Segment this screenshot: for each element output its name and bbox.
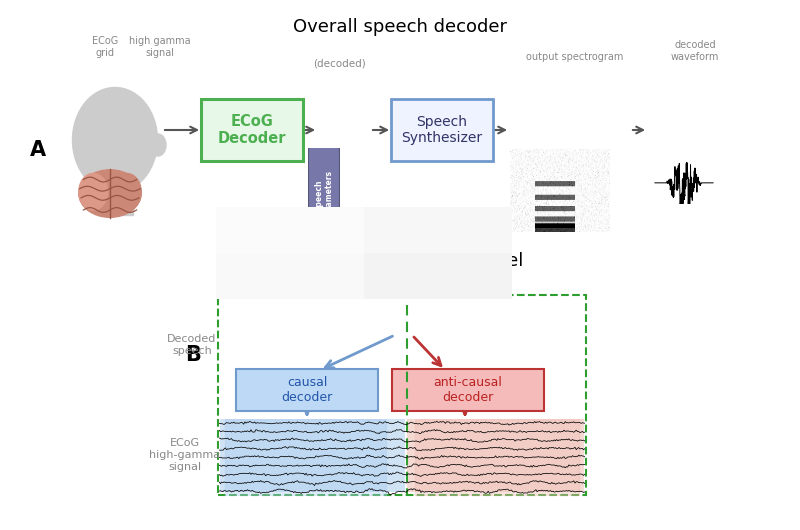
FancyBboxPatch shape xyxy=(392,369,544,411)
FancyBboxPatch shape xyxy=(391,99,493,161)
FancyBboxPatch shape xyxy=(236,369,378,411)
FancyBboxPatch shape xyxy=(308,145,340,245)
Text: output spectrogram: output spectrogram xyxy=(526,52,624,62)
Text: Speech
Synthesizer: Speech Synthesizer xyxy=(402,115,482,145)
Text: (decoded): (decoded) xyxy=(314,58,366,68)
Bar xyxy=(225,419,386,496)
Ellipse shape xyxy=(73,87,158,192)
Text: decoded
waveform: decoded waveform xyxy=(671,40,719,62)
Ellipse shape xyxy=(79,170,141,217)
Ellipse shape xyxy=(150,134,166,156)
Bar xyxy=(97,185,133,215)
Text: anti-causal
decoder: anti-causal decoder xyxy=(434,376,502,404)
Text: Decoded
speech: Decoded speech xyxy=(167,334,217,356)
Text: ECoG
grid: ECoG grid xyxy=(92,37,118,58)
FancyBboxPatch shape xyxy=(220,419,405,492)
Text: causal
decoder: causal decoder xyxy=(282,376,333,404)
Ellipse shape xyxy=(79,173,108,210)
FancyBboxPatch shape xyxy=(201,99,303,161)
Bar xyxy=(414,419,579,496)
Text: high gamma
signal: high gamma signal xyxy=(129,37,191,58)
Text: Overall speech decoder: Overall speech decoder xyxy=(293,18,507,36)
Text: B: B xyxy=(185,345,201,365)
Text: Speech
Parameters: Speech Parameters xyxy=(314,170,334,220)
FancyBboxPatch shape xyxy=(407,419,584,492)
Text: decoded timestamp: decoded timestamp xyxy=(351,262,463,272)
Text: ECoG
Decoder: ECoG Decoder xyxy=(218,114,286,146)
Ellipse shape xyxy=(112,173,141,210)
Text: Causality of decoder model: Causality of decoder model xyxy=(276,252,524,270)
Text: A: A xyxy=(30,140,46,160)
Text: ECoG
high-gamma
signal: ECoG high-gamma signal xyxy=(150,438,221,472)
